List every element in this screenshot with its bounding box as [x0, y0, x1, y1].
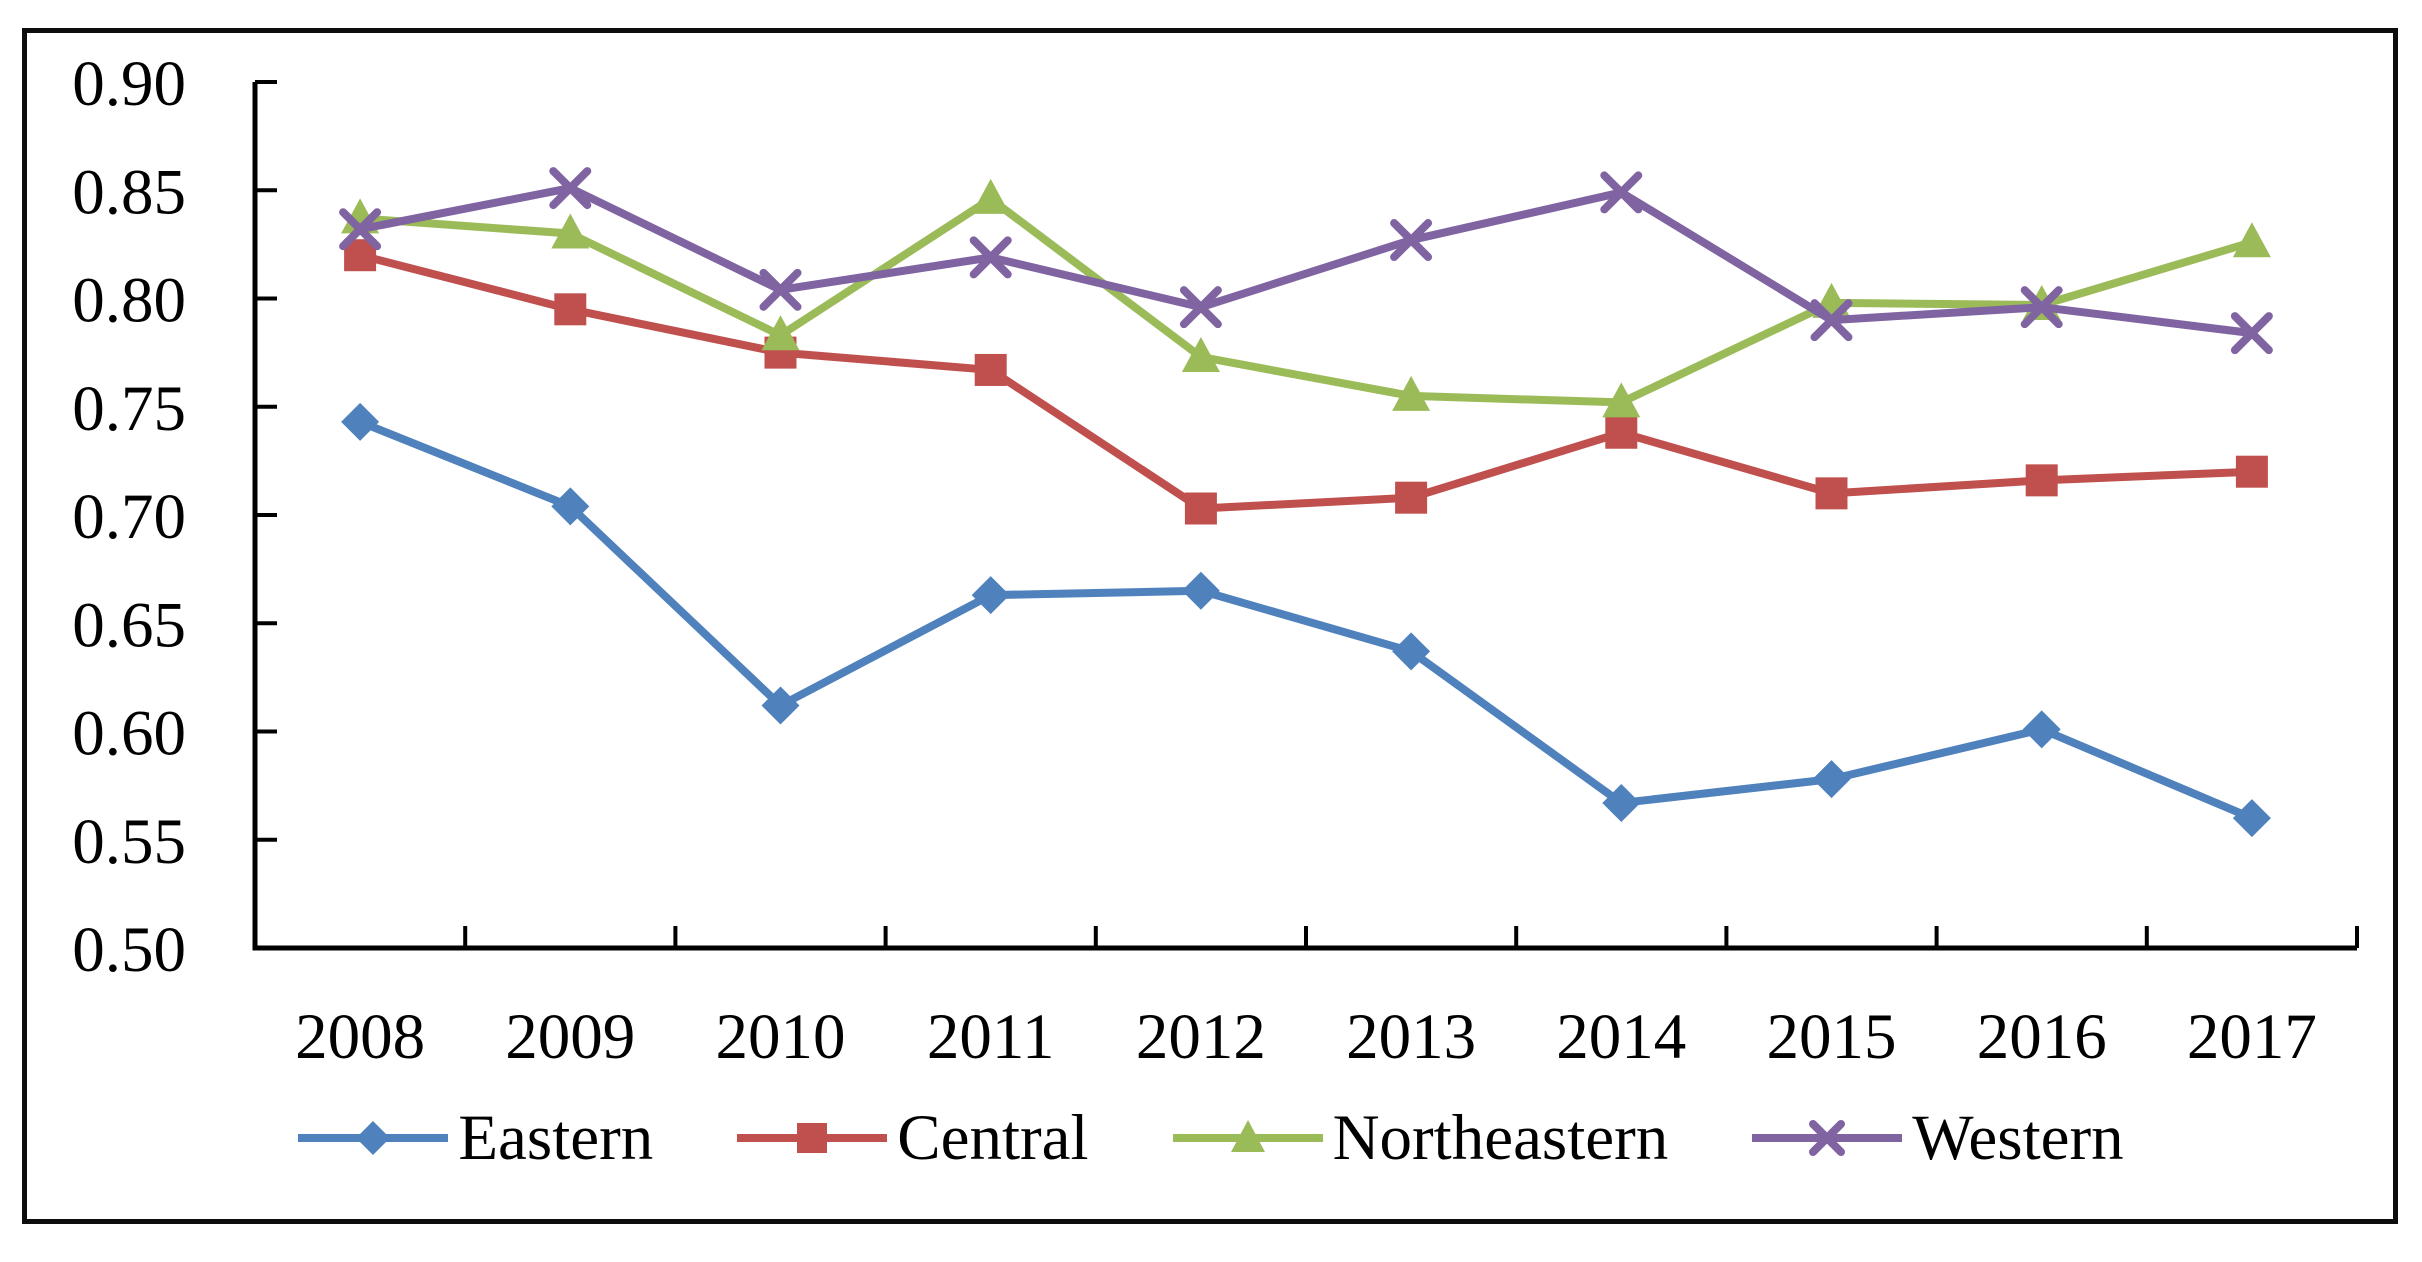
series-line-eastern — [358, 418, 2254, 822]
legend-item-northeastern: Northeastern — [1172, 1101, 1669, 1174]
series-marker-western — [1390, 219, 1433, 262]
series-marker-central — [1815, 477, 1848, 510]
x-axis-label: 2014 — [1556, 1001, 1686, 1073]
series-marker-eastern — [1602, 783, 1641, 822]
series-marker-western — [2020, 286, 2063, 329]
chart-border — [22, 28, 2398, 1224]
square-legend-marker-icon — [737, 1123, 888, 1153]
legend-label: Western — [1912, 1101, 2124, 1174]
triangle-legend-marker-icon — [1172, 1120, 1323, 1152]
series-line-central — [359, 251, 2253, 513]
x-legend-marker-icon — [1752, 1120, 1903, 1156]
chart-legend: Eastern Central Northeastern Western — [0, 1096, 2422, 1180]
legend-item-eastern: Eastern — [298, 1101, 654, 1174]
y-tick-label: 0.90 — [72, 48, 186, 120]
series-marker-western — [1600, 171, 1643, 214]
series-line-western — [359, 184, 2253, 338]
y-tick-label: 0.65 — [72, 589, 186, 661]
series-marker-eastern — [761, 686, 800, 725]
series-marker-central — [1184, 492, 1217, 525]
y-tick-label: 0.75 — [72, 373, 186, 445]
series-marker-western — [339, 208, 382, 251]
series-marker-northeastern — [761, 315, 800, 351]
series-marker-central — [2025, 464, 2058, 497]
series-marker-northeastern — [1181, 336, 1220, 372]
x-axis-label: 2016 — [1977, 1001, 2107, 1073]
x-axis-label: 2010 — [716, 1001, 846, 1073]
series-marker-eastern — [1392, 632, 1431, 671]
series-marker-northeastern — [1602, 382, 1641, 418]
series-marker-central — [1395, 481, 1428, 514]
y-tick-label: 0.60 — [72, 698, 186, 770]
series-marker-eastern — [1812, 760, 1851, 799]
series-line-northeastern — [359, 194, 2254, 407]
legend-label: Northeastern — [1332, 1101, 1669, 1174]
x-axis-label: 2015 — [1767, 1001, 1897, 1073]
series-marker-central — [1605, 416, 1638, 449]
x-axis-label: 2012 — [1136, 1001, 1266, 1073]
y-tick-label: 0.55 — [72, 806, 186, 878]
series-marker-western — [549, 167, 592, 210]
x-axis-label: 2008 — [295, 1001, 425, 1073]
legend-item-central: Central — [737, 1101, 1089, 1174]
y-tick-label: 0.70 — [72, 481, 186, 553]
series-marker-eastern — [551, 487, 590, 526]
series-marker-eastern — [2022, 710, 2061, 749]
series-marker-western — [1179, 286, 1222, 329]
series-marker-central — [974, 353, 1007, 386]
series-marker-northeastern — [971, 178, 1010, 214]
series-marker-eastern — [341, 402, 380, 441]
y-tick-label: 0.85 — [72, 156, 186, 228]
x-axis-label: 2011 — [927, 1001, 1055, 1073]
series-marker-northeastern — [1392, 375, 1431, 411]
series-marker-western — [2230, 312, 2273, 355]
series-marker-central — [554, 293, 587, 326]
x-axis-label: 2017 — [2187, 1001, 2317, 1073]
x-axis-label: 2009 — [505, 1001, 635, 1073]
y-tick-label: 0.80 — [72, 265, 186, 337]
diamond-legend-marker-icon — [298, 1121, 449, 1155]
series-marker-eastern — [2232, 799, 2271, 838]
series-marker-western — [1810, 299, 1853, 342]
legend-item-western: Western — [1752, 1101, 2124, 1174]
legend-label: Eastern — [458, 1101, 654, 1174]
series-marker-eastern — [1181, 571, 1220, 610]
x-axis-label: 2013 — [1346, 1001, 1476, 1073]
series-marker-northeastern — [551, 213, 590, 249]
series-marker-eastern — [971, 576, 1010, 615]
y-tick-label: 0.50 — [72, 914, 186, 986]
legend-label: Central — [897, 1101, 1089, 1174]
series-marker-western — [759, 268, 802, 311]
series-marker-western — [969, 236, 1012, 279]
series-marker-central — [2235, 455, 2268, 488]
series-marker-northeastern — [2232, 222, 2271, 258]
